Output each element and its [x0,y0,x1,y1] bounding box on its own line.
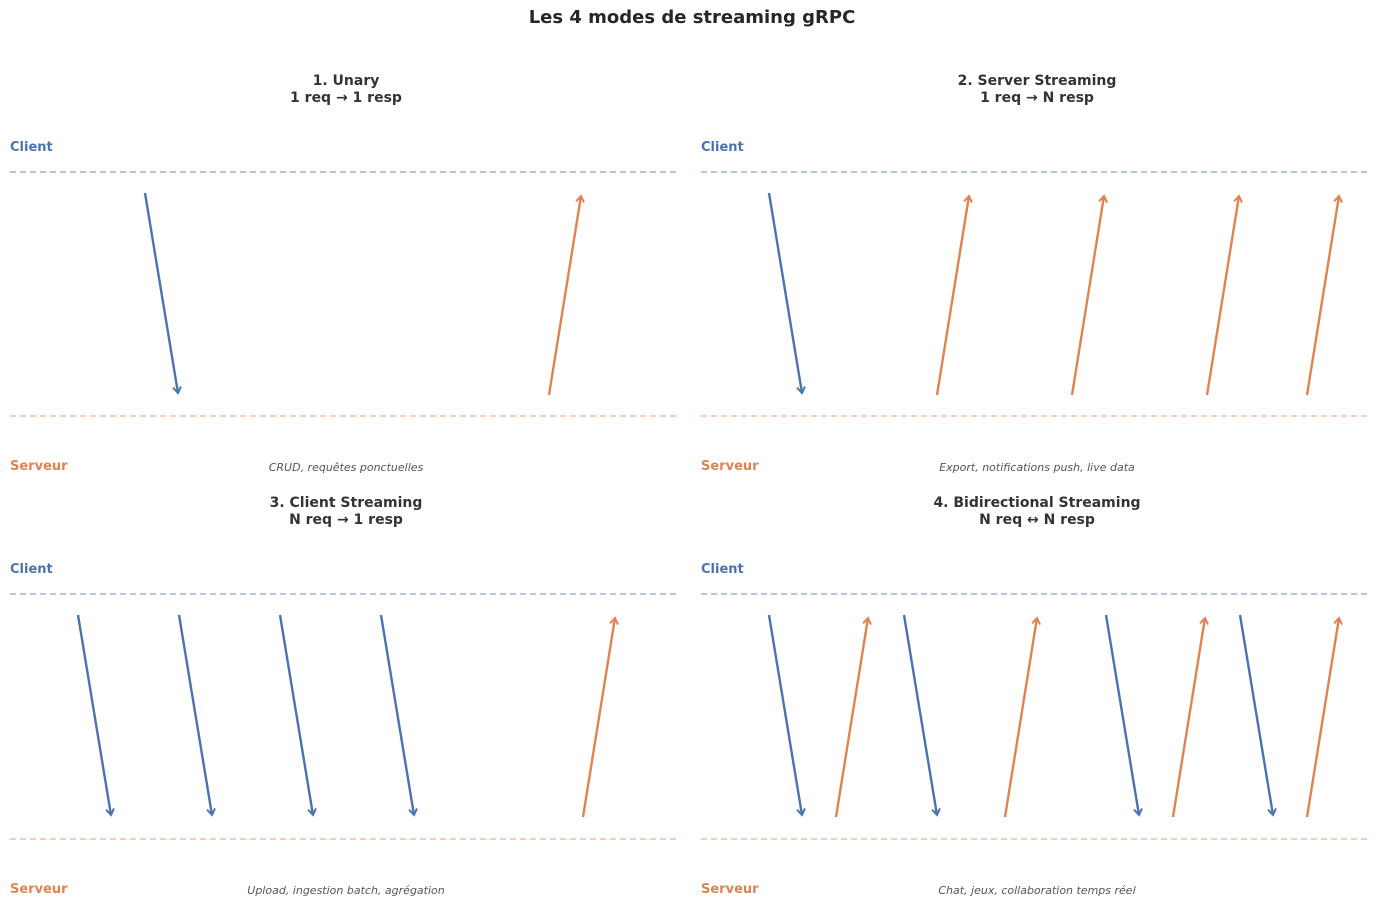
panel-4-server-label: Serveur [701,882,759,897]
panel-1-title: 1. Unary 1 req → 1 resp [290,73,402,106]
panel-4-title: 4. Bidirectional Streaming N req ↔ N res… [933,495,1141,528]
response-arrow [1171,616,1209,818]
request-arrow [278,614,317,817]
response-arrow [581,616,619,818]
panel-1-client-label: Client [10,140,53,155]
figure-title: Les 4 modes de streaming gRPC [528,7,856,28]
panel-1-server-label: Serveur [10,459,68,474]
response-arrow [547,194,585,396]
panel-3-server-label: Serveur [10,882,68,897]
response-arrow [1070,194,1108,396]
panel-3-client-label: Client [10,562,53,577]
response-arrow [1305,194,1343,396]
request-arrow [143,192,182,395]
request-arrow [177,614,216,817]
panel-2-use-case: Export, notifications push, live data [939,461,1135,474]
request-arrow [379,614,418,817]
response-arrow [834,616,872,818]
panel-3-title: 3. Client Streaming N req → 1 resp [269,495,423,528]
panel-4-use-case: Chat, jeux, collaboration temps réel [938,884,1136,897]
request-arrow [1238,614,1277,817]
panel-4-client-label: Client [701,562,744,577]
request-arrow [1104,614,1143,817]
response-arrow [935,194,973,396]
request-arrow [767,614,806,817]
response-arrow [1003,616,1041,818]
panel-3-use-case: Upload, ingestion batch, agrégation [247,884,445,897]
panel-2-server-label: Serveur [701,459,759,474]
panel-2-client-label: Client [701,140,744,155]
response-arrow [1305,616,1343,818]
panel-1-use-case: CRUD, requêtes ponctuelles [268,461,424,474]
request-arrow [767,192,806,395]
request-arrow [76,614,115,817]
request-arrow [902,614,941,817]
response-arrow [1205,194,1243,396]
panel-2-title: 2. Server Streaming 1 req → N resp [957,73,1117,106]
